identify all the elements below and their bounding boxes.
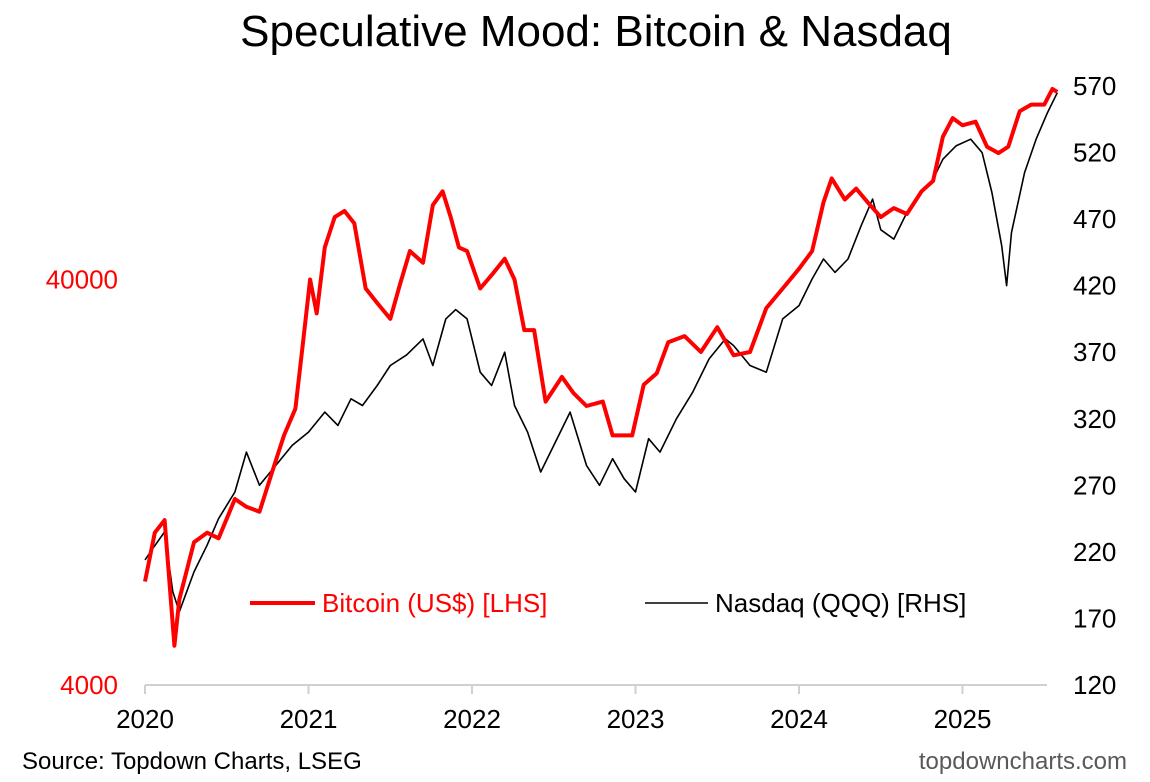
right-tick-label: 470 xyxy=(1073,204,1116,234)
x-tick-label: 2023 xyxy=(607,704,665,734)
bitcoin-series-line xyxy=(143,87,1059,648)
x-tick-label: 2022 xyxy=(443,704,501,734)
series-layer xyxy=(143,87,1059,648)
x-tick-label: 2024 xyxy=(770,704,828,734)
right-tick-label: 170 xyxy=(1073,603,1116,633)
right-tick-label: 320 xyxy=(1073,404,1116,434)
source-note: Source: Topdown Charts, LSEG xyxy=(22,748,362,775)
right-tick-label: 570 xyxy=(1073,71,1116,101)
left-tick-label: 40000 xyxy=(46,264,118,294)
nasdaq-series-line xyxy=(144,92,1059,613)
x-tick-label: 2020 xyxy=(116,704,174,734)
legend-label-nasdaq: Nasdaq (QQQ) [RHS] xyxy=(715,588,966,618)
x-tick-label: 2025 xyxy=(934,704,992,734)
right-tick-label: 270 xyxy=(1073,470,1116,500)
chart-title: Speculative Mood: Bitcoin & Nasdaq xyxy=(240,7,952,56)
right-tick-label: 420 xyxy=(1073,271,1116,301)
legend: Bitcoin (US$) [LHS] Nasdaq (QQQ) [RHS] xyxy=(250,588,966,618)
right-tick-label: 520 xyxy=(1073,138,1116,168)
brand-watermark: topdowncharts.com xyxy=(919,748,1127,775)
left-axis: 4000 40000 xyxy=(46,264,118,700)
x-axis: 2020 2021 2022 2023 2024 2025 xyxy=(116,685,991,734)
right-tick-label: 220 xyxy=(1073,537,1116,567)
right-tick-label: 370 xyxy=(1073,337,1116,367)
right-axis: 570 520 470 420 370 320 270 220 170 120 xyxy=(1073,71,1116,700)
right-tick-label: 120 xyxy=(1073,670,1116,700)
left-tick-label: 4000 xyxy=(60,670,118,700)
legend-label-bitcoin: Bitcoin (US$) [LHS] xyxy=(322,588,547,618)
x-tick-label: 2021 xyxy=(280,704,338,734)
